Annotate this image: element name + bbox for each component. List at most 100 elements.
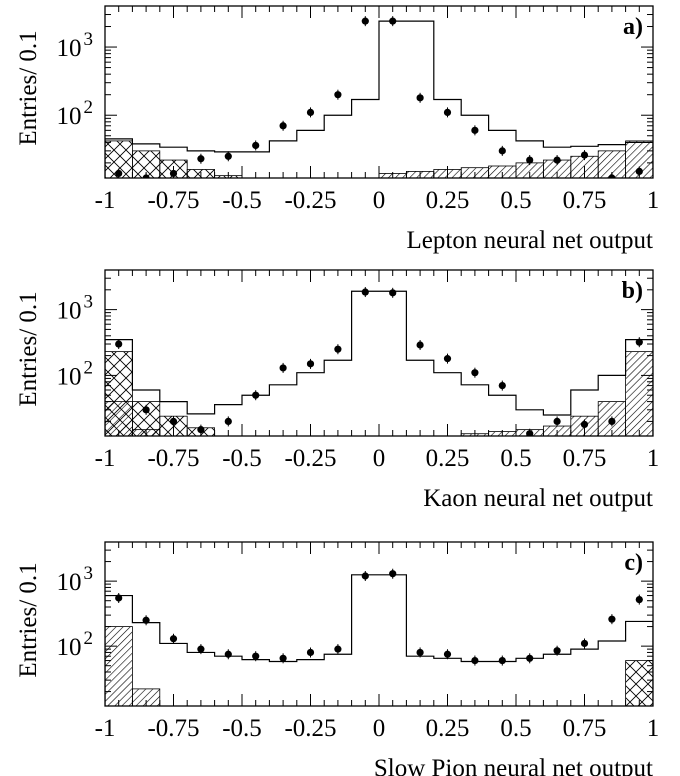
data-point — [169, 635, 178, 643]
data-point — [306, 108, 315, 117]
x-tick-label: -0.25 — [284, 187, 336, 214]
data-point — [498, 382, 506, 390]
data-point — [279, 122, 287, 130]
x-tick-label: 0.75 — [563, 445, 607, 472]
data-point — [197, 426, 205, 434]
data-point — [142, 406, 150, 414]
y-tick-label: 10 3 — [57, 563, 94, 596]
data-point — [334, 345, 342, 353]
x-tick-label: -0.5 — [222, 445, 262, 472]
data-point — [279, 364, 287, 372]
data-point — [115, 594, 123, 602]
total-histogram — [105, 20, 653, 178]
data-point — [279, 654, 287, 662]
data-point — [361, 17, 369, 25]
y-axis-label: Entries/ 0.1 — [15, 291, 42, 406]
data-point — [389, 17, 397, 25]
data-point — [334, 645, 342, 653]
data-point — [553, 156, 561, 164]
y-tick-label: 10 2 — [57, 628, 94, 661]
plot-area — [105, 568, 653, 706]
panel-label: c) — [624, 550, 643, 576]
chart-panel-2: -1 -0.75 -0.5 -0.25 0 0.25 0.5 0.75 1 10 2 10 3 Kaon … — [15, 269, 660, 512]
x-axis-label: Kaon neural net output — [423, 485, 653, 512]
x-tick-label: 0.75 — [563, 187, 607, 214]
y-axis-label: Entries/ 0.1 — [15, 562, 42, 677]
x-tick-label: 0.5 — [500, 187, 531, 214]
x-tick-label: 0 — [373, 187, 386, 214]
data-point — [526, 156, 534, 164]
data-point — [361, 288, 369, 296]
x-tick-label: -0.75 — [147, 715, 199, 742]
data-point — [169, 417, 178, 426]
x-tick-label: 0.25 — [426, 445, 470, 472]
x-tick-label: -1 — [95, 445, 116, 472]
data-point — [252, 141, 260, 150]
data-point — [471, 126, 479, 134]
data-point — [498, 656, 506, 665]
data-point — [416, 341, 424, 349]
data-point — [608, 417, 616, 426]
data-point — [224, 650, 232, 658]
y-axis-label: Entries/ 0.1 — [15, 30, 42, 145]
x-tick-label: 0.25 — [426, 715, 470, 742]
data-point — [306, 360, 315, 368]
x-tick-label: -1 — [95, 187, 116, 214]
x-tick-label: 1 — [647, 715, 660, 742]
data-point — [334, 91, 342, 99]
data-point — [498, 147, 506, 155]
x-tick-label: 0.25 — [426, 187, 470, 214]
plot-frame — [104, 541, 654, 707]
panel-label: a) — [623, 14, 643, 40]
data-point — [142, 616, 150, 624]
data-point — [580, 151, 589, 159]
x-tick-label: -0.75 — [147, 187, 199, 214]
x-tick-label: 0.75 — [563, 715, 607, 742]
chart-panel-3: -1 -0.75 -0.5 -0.25 0 0.25 0.5 0.75 1 10 2 10 3 Slow … — [15, 541, 660, 776]
data-point — [443, 355, 452, 363]
data-point — [197, 645, 205, 653]
y-tick-label: 10 3 — [57, 29, 94, 62]
data-point — [416, 648, 424, 657]
data-point — [389, 570, 397, 578]
x-axis-label: Slow Pion neural net output — [374, 755, 653, 776]
data-point — [306, 648, 315, 657]
y-tick-label: 10 2 — [57, 97, 94, 130]
hatched-diag-bar — [105, 626, 133, 706]
x-tick-label: -0.25 — [284, 445, 336, 472]
y-tick-label: 10 2 — [57, 357, 94, 390]
data-point — [224, 152, 232, 160]
x-axis-label: Lepton neural net output — [407, 227, 654, 254]
x-tick-label: -0.25 — [284, 715, 336, 742]
x-tick-label: 0.5 — [500, 715, 531, 742]
total-histogram — [105, 290, 653, 436]
data-point — [635, 167, 643, 175]
data-point — [252, 652, 260, 660]
chart-panel-1: -1 -0.75 -0.5 -0.25 0 0.25 0.5 0.75 1 10 2 10 3 Lepto… — [15, 5, 660, 254]
plot-area — [105, 16, 653, 178]
panel-label: b) — [622, 278, 643, 304]
hatched-diag-bar — [625, 351, 653, 436]
x-tick-label: -1 — [95, 715, 116, 742]
x-tick-label: 1 — [647, 445, 660, 472]
data-point — [553, 647, 561, 655]
x-tick-label: -0.5 — [222, 187, 262, 214]
data-point — [389, 289, 397, 297]
x-tick-label: -0.5 — [222, 715, 262, 742]
data-point — [635, 595, 643, 604]
x-tick-label: 0 — [373, 715, 386, 742]
data-point — [115, 340, 123, 348]
x-tick-label: 1 — [647, 187, 660, 214]
hatched-cross-bar — [625, 660, 653, 706]
data-point — [443, 108, 452, 117]
y-tick-label: 10 3 — [57, 292, 94, 325]
x-tick-label: -0.75 — [147, 445, 199, 472]
data-point — [224, 417, 232, 426]
data-point — [361, 572, 369, 580]
data-point — [580, 639, 589, 648]
x-tick-label: 0.5 — [500, 445, 531, 472]
data-point — [608, 615, 616, 623]
data-point — [635, 338, 643, 346]
data-point — [553, 417, 561, 426]
